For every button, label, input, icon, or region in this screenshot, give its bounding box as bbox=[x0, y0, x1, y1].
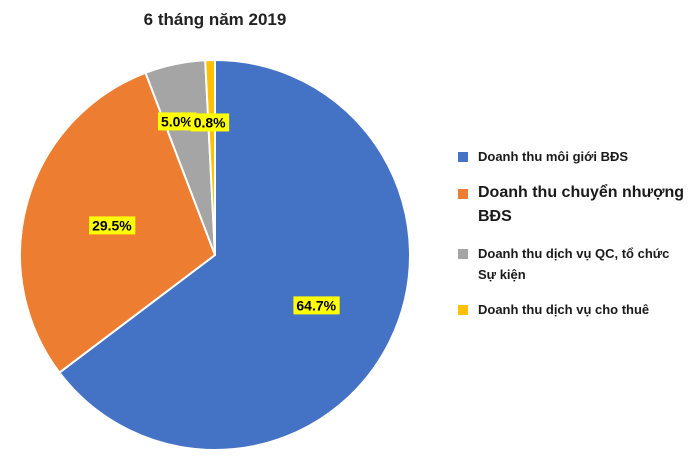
legend-item-2: Doanh thu chuyển nhượng BĐS bbox=[458, 181, 690, 229]
data-label-box-4 bbox=[190, 113, 230, 132]
data-label-box-1 bbox=[293, 296, 340, 315]
legend-swatch-4 bbox=[458, 305, 468, 315]
data-label-3: 5.0% bbox=[157, 112, 197, 131]
legend-swatch-1 bbox=[458, 152, 468, 162]
legend-swatch-2 bbox=[458, 189, 468, 199]
data-label-4: 0.8% bbox=[190, 113, 230, 132]
data-label-2: 29.5% bbox=[89, 216, 136, 235]
legend-item-4: Doanh thu dịch vụ cho thuê bbox=[458, 299, 690, 320]
data-label-text-4: 0.8% bbox=[194, 114, 226, 130]
data-label-text-2: 29.5% bbox=[92, 217, 132, 233]
legend: Doanh thu môi giới BĐS Doanh thu chuyển … bbox=[458, 146, 690, 334]
pie-slice-4 bbox=[204, 58, 216, 256]
data-label-box-2 bbox=[89, 216, 136, 235]
data-label-text-1: 64.7% bbox=[296, 297, 336, 313]
legend-label-2: Doanh thu chuyển nhượng BĐS bbox=[478, 184, 685, 225]
pie-slice-1 bbox=[58, 58, 411, 451]
data-label-text-3: 5.0% bbox=[161, 113, 193, 129]
legend-label-4: Doanh thu dịch vụ cho thuê bbox=[478, 302, 650, 317]
pie-plot: 64.7% 29.5% 5.0% 0.8% bbox=[19, 58, 411, 451]
chart-title: 6 tháng năm 2019 bbox=[143, 10, 287, 29]
legend-item-3: Doanh thu dịch vụ QC, tổ chức Sự kiện bbox=[458, 243, 690, 285]
legend-label-1: Doanh thu môi giới BĐS bbox=[478, 149, 629, 164]
legend-item-1: Doanh thu môi giới BĐS bbox=[458, 146, 690, 167]
data-label-1: 64.7% bbox=[293, 296, 340, 315]
data-label-box-3 bbox=[157, 112, 197, 131]
legend-swatch-3 bbox=[458, 249, 468, 259]
legend-label-3: Doanh thu dịch vụ QC, tổ chức Sự kiện bbox=[478, 246, 670, 282]
